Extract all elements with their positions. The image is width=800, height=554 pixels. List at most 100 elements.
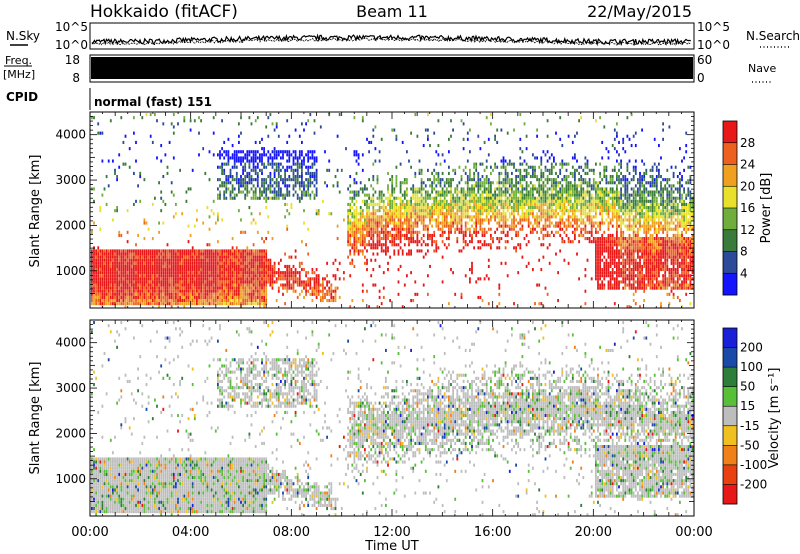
range-gate-cell [286,224,289,228]
range-gate-cell [156,295,158,299]
range-gate-cell [135,140,137,144]
range-gate-cell [473,230,475,234]
range-gate-cell [347,212,349,216]
range-gate-cell [256,165,259,169]
range-gate-cell [580,187,583,191]
range-gate-cell [376,305,379,309]
date-title: 22/May/2015 [587,2,692,21]
range-gate-cell [450,134,452,138]
range-gate-cell [466,209,469,213]
range-gate-cell [353,178,356,182]
range-gate-cell [519,215,522,219]
range-gate-cell [240,286,242,290]
range-gate-cell [477,206,480,210]
range-gate-cell [139,249,142,253]
range-gate-cell [559,218,562,222]
range-gate-cell [595,227,597,231]
range-gate-cell [576,199,578,203]
range-gate-cell [576,202,578,206]
range-gate-cell [219,292,221,296]
range-gate-cell [103,258,106,262]
range-gate-cell [227,292,230,296]
range-gate-cell [397,237,400,241]
range-gate-cell [361,153,364,157]
range-gate-cell [487,258,490,262]
range-gate-cell [599,283,601,287]
range-gate-cell [372,206,375,210]
range-gate-cell [611,187,614,191]
range-gate-cell [177,249,179,253]
range-gate-cell [259,280,261,284]
range-gate-cell [223,249,226,253]
range-gate-cell [504,233,507,237]
range-gate-cell [437,221,440,225]
range-gate-cell [168,289,171,293]
range-gate-cell [214,258,217,262]
range-gate-cell [227,299,230,303]
range-gate-cell [179,264,181,268]
range-gate-cell [599,199,601,203]
range-gate-cell [448,190,450,194]
range-gate-cell [208,258,211,262]
range-gate-cell [137,255,139,259]
range-gate-cell [361,209,364,213]
range-gate-cell [443,159,446,163]
range-gate-cell [485,274,488,278]
range-gate-cell [408,230,410,234]
range-gate-cell [469,187,471,191]
range-gate-cell [137,280,139,284]
range-gate-cell [496,305,499,309]
range-gate-cell [435,199,438,203]
range-gate-cell [424,190,427,194]
range-gate-cell [244,181,247,185]
range-gate-cell [517,190,520,194]
range-gate-cell [372,199,375,203]
range-gate-cell [595,264,597,268]
range-gate-cell [303,283,305,287]
range-gate-cell [475,165,478,169]
range-gate-cell [469,175,471,179]
range-gate-cell [107,184,110,188]
range-gate-cell [248,274,251,278]
range-gate-cell [269,171,272,175]
range-gate-cell [210,299,213,303]
range-gate-cell [246,277,249,281]
range-gate-cell [240,283,242,287]
range-gate-cell [254,221,257,225]
range-gate-cell [603,171,606,175]
range-gate-cell [567,199,570,203]
range-gate-cell [368,140,370,144]
range-gate-cell [511,224,513,228]
range-gate-cell [151,249,154,253]
range-gate-cell [156,264,158,268]
range-gate-cell [231,178,234,182]
range-gate-cell [595,258,597,262]
range-gate-cell [599,237,601,241]
range-gate-cell [315,175,318,179]
range-gate-cell [607,268,610,272]
range-gate-cell [553,156,555,160]
range-gate-cell [592,181,595,185]
range-gate-cell [355,181,358,185]
range-gate-cell [601,240,604,244]
range-gate-cell [601,249,604,253]
range-gate-cell [454,212,457,216]
range-gate-cell [240,181,242,185]
range-gate-cell [139,175,142,179]
range-gate-cell [135,199,137,203]
range-gate-cell [492,209,494,213]
range-gate-cell [511,181,513,185]
range-gate-cell [515,246,517,250]
range-gate-cell [599,224,601,228]
range-gate-cell [452,206,454,210]
range-gate-cell [361,243,364,247]
range-gate-cell [355,227,358,231]
range-gate-cell [349,237,352,241]
range-gate-cell [292,168,295,172]
noise-search-label: N.Search [746,29,800,43]
range-gate-cell [145,268,148,272]
range-gate-cell [597,196,599,200]
range-gate-cell [448,237,450,241]
range-gate-cell [256,299,259,303]
range-gate-cell [105,286,108,290]
